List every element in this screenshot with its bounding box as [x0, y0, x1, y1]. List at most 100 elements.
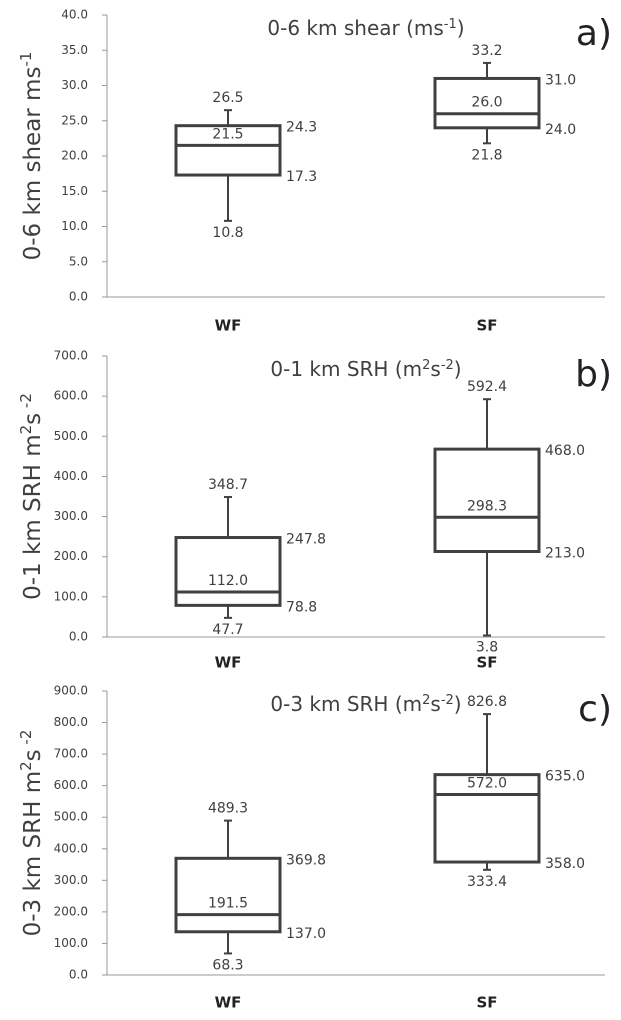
y-tick-label: 600.0	[54, 389, 88, 403]
q1-label: 358.0	[545, 856, 585, 872]
x-tick-label: SF	[476, 654, 497, 672]
y-tick-label: 20.0	[61, 149, 88, 163]
max-label: 592.4	[467, 379, 507, 395]
x-tick-label: WF	[215, 317, 242, 335]
q3-label: 635.0	[545, 769, 585, 785]
q3-label: 468.0	[545, 443, 585, 459]
median-label: 191.5	[208, 896, 248, 912]
y-tick-label: 40.0	[61, 8, 88, 22]
q3-label: 247.8	[286, 532, 326, 548]
max-label: 489.3	[208, 801, 248, 817]
median-label: 298.3	[467, 498, 507, 514]
text-run: )	[454, 692, 462, 716]
q3-label: 24.3	[286, 120, 317, 136]
min-label: 68.3	[212, 957, 243, 973]
y-tick-label: 25.0	[61, 113, 88, 127]
max-label: 348.7	[208, 477, 248, 493]
superscript: -1	[17, 52, 35, 67]
superscript: 2	[17, 761, 35, 771]
y-tick-label: 0.0	[69, 290, 88, 304]
y-tick-label: 15.0	[61, 184, 88, 198]
q3-label: 369.8	[286, 852, 326, 868]
q1-label: 17.3	[286, 169, 317, 185]
text-run: s	[20, 413, 46, 425]
y-axis-label: 0-3 km SRH m2s -2	[17, 730, 46, 937]
y-tick-label: 5.0	[69, 254, 88, 268]
text-run: s	[20, 749, 46, 761]
superscript: -1	[444, 17, 457, 32]
y-tick-label: 0.0	[69, 630, 88, 644]
superscript: -2	[441, 693, 454, 708]
max-label: 33.2	[471, 43, 502, 59]
panel-letter: a)	[576, 13, 612, 54]
y-tick-label: 10.0	[61, 219, 88, 233]
y-tick-label: 0.0	[69, 968, 88, 982]
y-tick-label: 35.0	[61, 43, 88, 57]
text-run: 0-6 km shear (ms	[267, 16, 443, 40]
y-tick-label: 700.0	[54, 349, 88, 363]
y-tick-label: 900.0	[54, 684, 88, 698]
x-tick-label: SF	[476, 317, 497, 335]
text-run: s	[430, 692, 440, 716]
y-tick-label: 100.0	[54, 589, 88, 603]
max-label: 26.5	[212, 90, 243, 106]
text-run: )	[457, 16, 465, 40]
box	[174, 536, 282, 607]
min-label: 3.8	[476, 639, 498, 655]
y-tick-label: 400.0	[54, 469, 88, 483]
median-label: 26.0	[471, 95, 502, 111]
text-run: 0-6 km shear ms	[20, 67, 46, 261]
max-label: 826.8	[467, 694, 507, 710]
min-label: 47.7	[212, 622, 243, 638]
q1-label: 137.0	[286, 926, 326, 942]
panel-letter: c)	[578, 689, 612, 730]
superscript: -2	[17, 730, 35, 750]
superscript: -2	[17, 393, 35, 413]
superscript: -2	[441, 358, 454, 373]
y-tick-label: 400.0	[54, 841, 88, 855]
y-tick-label: 300.0	[54, 509, 88, 523]
min-label: 333.4	[467, 874, 507, 890]
y-tick-label: 800.0	[54, 715, 88, 729]
panel: 0.0 5.0 10.0 15.0 20.0 25.0 30.0 35.0 40.0 0-6 km…	[17, 8, 612, 335]
y-tick-label: 500.0	[54, 429, 88, 443]
box	[433, 76, 541, 130]
y-tick-label: 200.0	[54, 549, 88, 563]
superscript: 2	[17, 425, 35, 435]
text-run: 0-3 km SRH (m	[270, 692, 422, 716]
min-label: 21.8	[471, 147, 502, 163]
y-axis-label: 0-1 km SRH m2s -2	[17, 393, 46, 600]
y-tick-label: 100.0	[54, 936, 88, 950]
y-tick-label: 300.0	[54, 873, 88, 887]
x-tick-label: SF	[476, 994, 497, 1012]
q1-label: 78.8	[286, 599, 317, 615]
x-tick-label: WF	[215, 994, 242, 1012]
box	[433, 773, 541, 864]
panel: 0.0 100.0 200.0 300.0 400.0 500.0 600.0 700.0 0-…	[17, 349, 612, 672]
median-label: 21.5	[212, 126, 243, 142]
text-run: 0-3 km SRH m	[20, 771, 46, 937]
panel-title: 0-3 km SRH (m2s-2)	[270, 692, 461, 716]
text-run: )	[454, 357, 462, 381]
panel-letter: b)	[575, 354, 612, 395]
median-label: 572.0	[467, 776, 507, 792]
q1-label: 213.0	[545, 545, 585, 561]
panel: 0.0 100.0 200.0 300.0 400.0 500.0 600.0 700.0 80…	[17, 684, 612, 1012]
box	[174, 124, 282, 177]
box	[433, 447, 541, 553]
y-tick-label: 500.0	[54, 810, 88, 824]
y-axis-label: 0-6 km shear ms-1	[17, 52, 46, 261]
superscript: 2	[422, 693, 430, 708]
q3-label: 31.0	[545, 72, 576, 88]
y-tick-label: 30.0	[61, 78, 88, 92]
box	[174, 856, 282, 934]
x-tick-label: WF	[215, 654, 242, 672]
q1-label: 24.0	[545, 122, 576, 138]
text-run: s	[430, 357, 440, 381]
median-label: 112.0	[208, 573, 248, 589]
superscript: 2	[422, 358, 430, 373]
y-tick-label: 700.0	[54, 747, 88, 761]
min-label: 10.8	[212, 225, 243, 241]
panel-title: 0-1 km SRH (m2s-2)	[270, 357, 461, 381]
